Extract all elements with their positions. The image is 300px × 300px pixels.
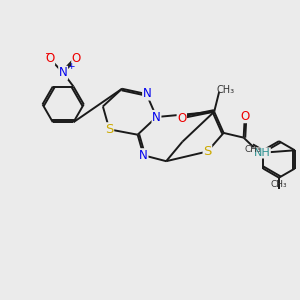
Text: N: N <box>59 66 68 80</box>
Text: S: S <box>105 123 114 136</box>
Text: CH₃: CH₃ <box>244 145 261 154</box>
Text: O: O <box>72 52 81 65</box>
Text: CH₃: CH₃ <box>271 180 287 189</box>
Text: N: N <box>139 149 148 162</box>
Text: O: O <box>177 112 186 125</box>
Text: O: O <box>240 110 249 123</box>
Text: CH₃: CH₃ <box>217 85 235 95</box>
Text: S: S <box>203 145 212 158</box>
Text: N: N <box>143 87 152 100</box>
Text: NH: NH <box>254 148 270 158</box>
Text: −: − <box>45 49 53 59</box>
Text: N: N <box>152 110 161 124</box>
Text: +: + <box>67 62 74 71</box>
Text: O: O <box>45 52 55 65</box>
